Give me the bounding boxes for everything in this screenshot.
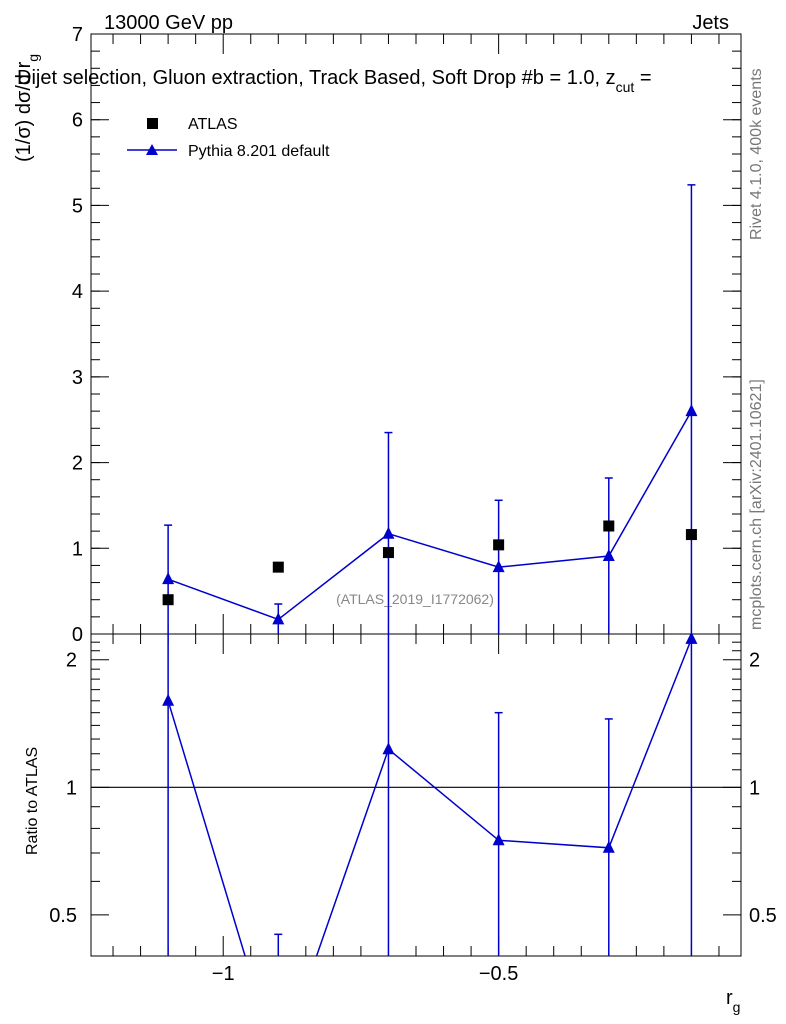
mc-series-line — [167, 410, 693, 621]
main-ytick-label: 2 — [72, 453, 83, 475]
mc-data-point — [162, 572, 175, 585]
mcplots-label: mcplots.cern.ch [arXiv:2401.10621] — [748, 379, 765, 630]
main-ytick-label: 5 — [72, 195, 83, 217]
header-energy: 13000 GeV pp — [104, 12, 233, 34]
y-axis-label-main-text: (1/σ) dσ/d r — [13, 61, 35, 162]
mc-data-point — [272, 612, 285, 625]
legend-mc-label: Pythia 8.201 default — [188, 143, 330, 160]
ratio-data-point — [162, 693, 175, 706]
legend-atlas-label: ATLAS — [188, 116, 238, 133]
xtick-label: −1 — [212, 963, 235, 985]
xtick-label: −0.5 — [479, 963, 518, 985]
x-axis-label-text: r — [726, 987, 733, 1009]
main-tick-labels: 0 1 2 3 4 5 6 7 — [72, 24, 83, 646]
y-axis-label-main: (1/σ) dσ/d rg — [13, 54, 41, 162]
ratio-ytick-label: 0.5 — [49, 905, 77, 927]
ratio-ytick-label: 1 — [66, 777, 77, 799]
main-series-group — [162, 184, 698, 634]
ratio-panel-frame — [90, 633, 742, 957]
ratio-axis-ticks — [91, 634, 741, 957]
mc-data-point — [382, 526, 395, 539]
main-ytick-label: 6 — [72, 110, 83, 132]
ratio-data-point — [685, 634, 698, 644]
x-axis-label-sub: g — [733, 999, 741, 1015]
ratio-series-group — [162, 634, 698, 956]
main-ytick-label: 4 — [72, 281, 83, 303]
main-ytick-label: 0 — [72, 624, 83, 646]
ratio-ytick-label-right: 0.5 — [749, 905, 777, 927]
analysis-watermark: (ATLAS_2019_I1772062) — [336, 591, 494, 607]
main-ytick-label: 1 — [72, 538, 83, 560]
atlas-data-point — [603, 520, 615, 532]
main-ytick-label: 3 — [72, 367, 83, 389]
x-axis-label: rg — [726, 987, 740, 1015]
ratio-data-point — [382, 742, 395, 755]
ratio-ytick-label-right: 2 — [749, 650, 760, 672]
ratio-ytick-label-right: 1 — [749, 777, 760, 799]
legend-atlas-marker — [147, 118, 158, 129]
ratio-data-point — [492, 833, 505, 846]
ratio-ytick-label: 2 — [66, 650, 77, 672]
ratio-tick-labels: 0.5 0.5 1 1 2 2 — [49, 650, 777, 927]
ratio-data-point — [602, 840, 615, 853]
main-ytick-label: 7 — [72, 24, 83, 46]
legend: ATLAS Pythia 8.201 default — [127, 116, 330, 160]
ratio-series-line — [167, 638, 693, 956]
plot-title-sub: cut — [616, 79, 635, 95]
mc-data-point — [685, 404, 698, 417]
legend-mc-marker — [146, 144, 158, 155]
atlas-data-point — [162, 594, 174, 606]
header-process: Jets — [692, 12, 729, 34]
mc-data-point — [602, 549, 615, 561]
rivet-label: Rivet 4.1.0, 400k events — [748, 68, 765, 240]
atlas-data-point — [493, 539, 505, 551]
y-axis-label-ratio: Ratio to ATLAS — [24, 747, 41, 855]
plot-title: Dijet selection, Gluon extraction, Track… — [17, 67, 652, 95]
atlas-data-point — [685, 529, 697, 541]
plot-title-tail: = — [634, 67, 651, 89]
atlas-data-point — [382, 547, 394, 559]
y-axis-label-main-sub: g — [25, 54, 41, 62]
x-tick-labels: −1 −0.5 — [212, 963, 519, 985]
mc-data-point — [492, 560, 505, 573]
main-axis-ticks — [91, 33, 741, 635]
atlas-data-point — [272, 561, 284, 573]
plot-title-main: Dijet selection, Gluon extraction, Track… — [17, 67, 616, 89]
